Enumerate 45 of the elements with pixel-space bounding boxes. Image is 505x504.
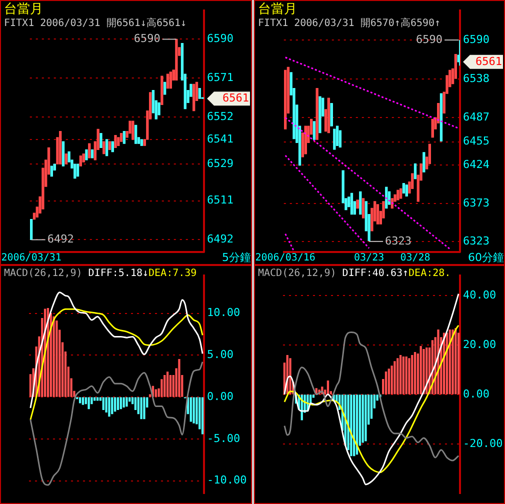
x-axis-title: 60分鐘 xyxy=(467,251,504,264)
y-tick-label: 6424 xyxy=(463,158,490,172)
chart-title: MACD(26,12,9) xyxy=(258,268,338,279)
y-tick-label: -5.00 xyxy=(207,432,240,445)
y-tick-label: 6571 xyxy=(207,70,234,84)
y-tick-label: 0.00 xyxy=(463,387,490,400)
x-tick-label: 2006/03/16 xyxy=(255,252,316,264)
x-tick-label: 2006/03/31 xyxy=(1,252,62,264)
y-tick-label: 5.00 xyxy=(207,348,234,362)
annotation: 6590 xyxy=(134,32,160,46)
y-tick-label: -10.00 xyxy=(207,474,247,487)
text: FITX1 2006/03/31 開6570↑高6590↑ xyxy=(258,17,441,30)
text: DEA:7.39 xyxy=(148,268,197,279)
y-tick-label: 40.00 xyxy=(463,288,496,302)
chart-title: 台當月 xyxy=(258,2,298,17)
y-tick-label: 6323 xyxy=(463,234,490,248)
y-tick-label: 20.00 xyxy=(463,338,496,351)
annotation: 6590 xyxy=(416,32,443,46)
text: DIFF:5.18↓ xyxy=(88,268,149,279)
text: 6561 xyxy=(222,91,249,104)
y-tick-label: 6455 xyxy=(463,134,490,148)
y-tick-label: 6511 xyxy=(207,194,234,207)
chart-title: 台當月 xyxy=(4,2,44,17)
y-tick-label: 6590 xyxy=(463,32,490,46)
y-tick-label: 6487 xyxy=(463,110,490,124)
x-axis-title: 5分鐘 xyxy=(221,251,251,264)
y-tick-label: 6492 xyxy=(207,232,234,246)
y-tick-label: 6541 xyxy=(207,132,234,146)
y-tick-label: 6538 xyxy=(463,72,490,86)
y-tick-label: 0.00 xyxy=(207,390,234,403)
text: DIFF:40.63↑ xyxy=(342,268,409,279)
text: 6561 xyxy=(476,54,502,68)
y-tick-label: -20.00 xyxy=(463,436,503,450)
x-tick-label: 03/28 xyxy=(400,252,430,264)
annotation: 6323 xyxy=(385,234,412,248)
x-tick-label: 03/23 xyxy=(354,252,384,264)
chart-title: MACD(26,12,9) xyxy=(4,268,84,279)
y-tick-label: 6529 xyxy=(207,156,234,170)
text: DEA:28. xyxy=(408,268,451,279)
text: FITX1 2006/03/31 開6561↓高6561↓ xyxy=(4,17,187,30)
y-tick-label: 6552 xyxy=(207,110,234,123)
y-tick-label: 6590 xyxy=(207,32,234,46)
annotation: 6492 xyxy=(47,232,74,246)
y-tick-label: 10.00 xyxy=(207,306,240,320)
y-tick-label: 6373 xyxy=(463,196,490,210)
